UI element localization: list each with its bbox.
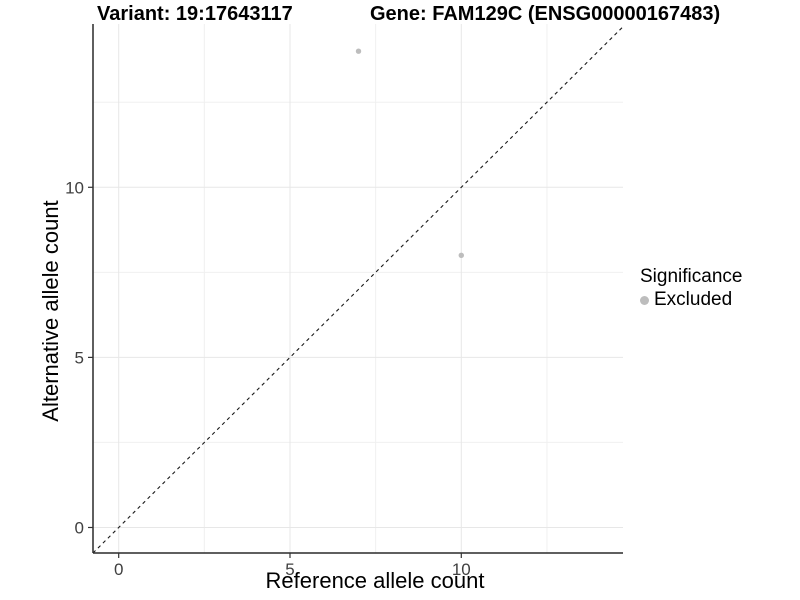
x-tick-label: 5 [285, 560, 294, 579]
x-axis-title: Reference allele count [265, 568, 485, 593]
legend-entry-label: Excluded [654, 289, 733, 310]
y-tick-label: 5 [75, 348, 84, 367]
data-point [458, 252, 464, 259]
legend-point-icon [640, 295, 649, 305]
x-tick-label: 0 [114, 560, 123, 579]
variant-title: Variant: 19:17643117 [97, 3, 293, 25]
y-tick-label: 10 [65, 178, 84, 197]
y-tick-label: 0 [75, 518, 84, 537]
x-tick-label: 10 [452, 560, 471, 579]
identity-line [92, 26, 624, 554]
legend: Significance Excluded [640, 266, 742, 311]
data-point [355, 48, 362, 54]
legend-title: Significance [640, 266, 743, 287]
gene-title: Gene: FAM129C (ENSG00000167483) [370, 3, 721, 25]
legend-entry-excluded: Excluded [640, 289, 742, 311]
y-axis-title: Alternative allele count [38, 200, 63, 422]
